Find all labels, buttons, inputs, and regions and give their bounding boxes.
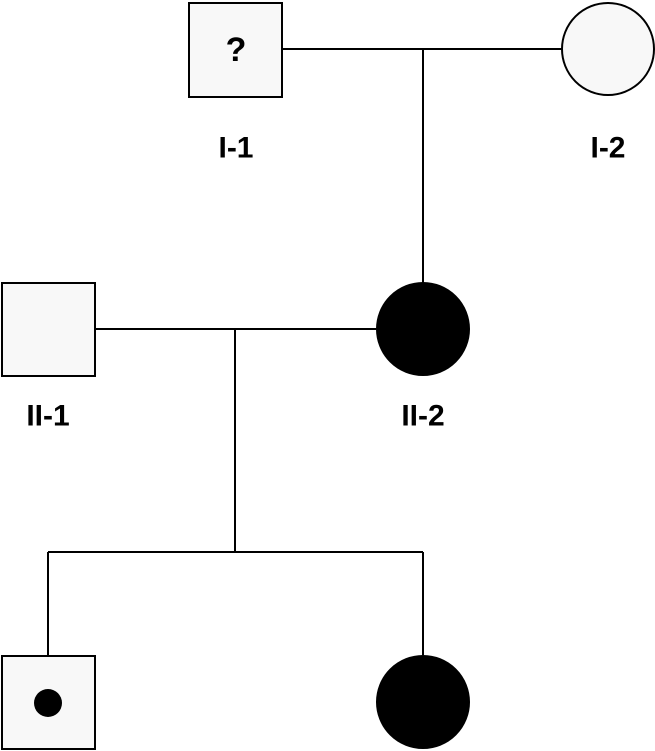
individual-I-1: ? [188, 2, 283, 98]
label-II-2: II-2 [401, 400, 444, 433]
label-I-1: I-1 [218, 132, 253, 165]
carrier-dot-icon [34, 689, 62, 717]
female-circle-icon [561, 2, 655, 96]
affected-female-circle-icon [376, 282, 470, 376]
individual-II-2 [376, 282, 470, 376]
label-II-1: II-1 [26, 400, 69, 433]
individual-III-2 [376, 655, 470, 749]
affected-female-circle-icon [376, 655, 470, 749]
individual-II-1 [1, 282, 96, 377]
unknown-status-mark: ? [226, 31, 247, 69]
individual-III-1 [1, 655, 96, 750]
individual-I-2 [561, 2, 655, 96]
label-I-2: I-2 [590, 132, 625, 165]
male-square-icon [1, 282, 96, 377]
male-square-icon [188, 2, 283, 98]
